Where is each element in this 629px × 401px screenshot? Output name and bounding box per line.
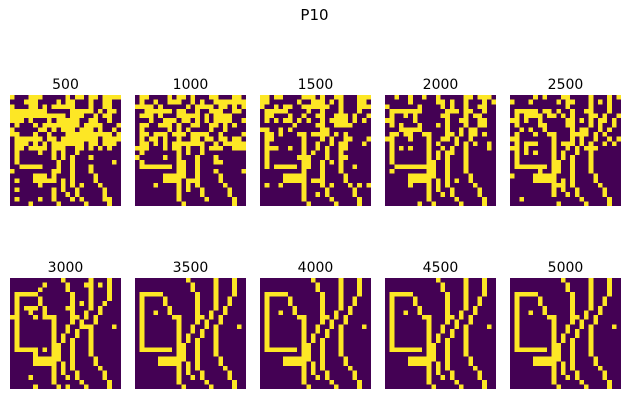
heatmap-image — [510, 278, 621, 389]
subplot-panel: 4000 — [260, 258, 371, 389]
subplot-panel: 3000 — [10, 258, 121, 389]
subplot-panel: 3500 — [135, 258, 246, 389]
subplot-panel: 5000 — [510, 258, 621, 389]
subplot-panel: 2500 — [510, 75, 621, 206]
subplot-panel: 1000 — [135, 75, 246, 206]
subplot-panel: 500 — [10, 75, 121, 206]
subplot-title: 1000 — [172, 77, 209, 93]
subplot-panel: 2000 — [385, 75, 496, 206]
subplot-title: 500 — [52, 77, 79, 93]
subplot-panel: 4500 — [385, 258, 496, 389]
heatmap-image — [135, 95, 246, 206]
heatmap-image — [10, 278, 121, 389]
subplot-title: 4000 — [297, 260, 334, 276]
subplot-title: 4500 — [422, 260, 459, 276]
heatmap-image — [260, 278, 371, 389]
subplot-title: 3000 — [47, 260, 84, 276]
subplot-title: 2500 — [547, 77, 584, 93]
heatmap-image — [385, 95, 496, 206]
subplot-title: 1500 — [297, 77, 334, 93]
subplot-title: 3500 — [172, 260, 209, 276]
heatmap-image — [510, 95, 621, 206]
heatmap-image — [260, 95, 371, 206]
heatmap-image — [385, 278, 496, 389]
heatmap-image — [135, 278, 246, 389]
figure-title: P10 — [300, 6, 329, 24]
subplot-panel: 1500 — [260, 75, 371, 206]
subplot-title: 5000 — [547, 260, 584, 276]
heatmap-image — [10, 95, 121, 206]
subplot-title: 2000 — [422, 77, 459, 93]
